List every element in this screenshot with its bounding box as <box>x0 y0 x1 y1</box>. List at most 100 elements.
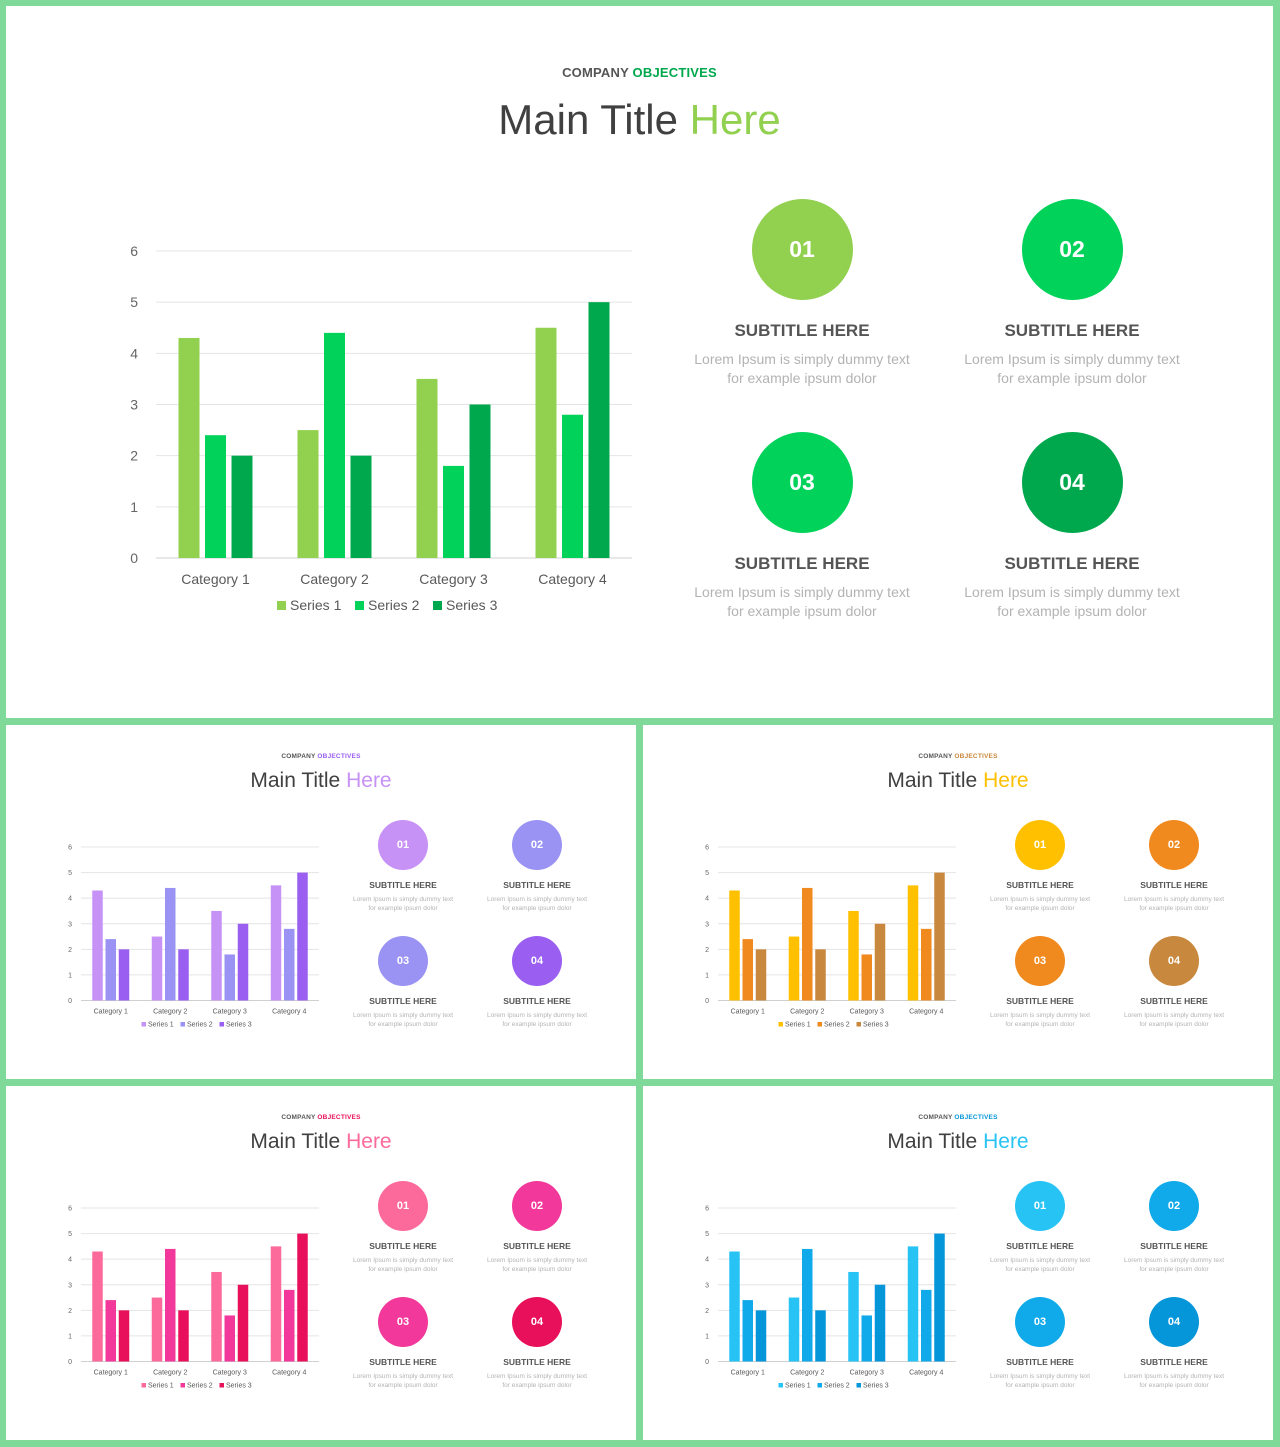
desc-03-line1: Lorem Ipsum is simply dummy text <box>989 1012 1091 1019</box>
y-tick-label: 1 <box>68 972 72 979</box>
kicker-highlight: OBJECTIVES <box>954 753 998 760</box>
desc-02-line2: for example ipsum dolor <box>997 370 1147 386</box>
desc-04-line1: Lorem Ipsum is simply dummy text <box>1123 1012 1225 1019</box>
bar-chart: 0 1 2 3 4 5 6 Category 1 Category 2 Category 3 Cat… <box>61 1198 321 1396</box>
objective-item-01: 01 SUBTITLE HERE Lorem Ipsum is simply dum… <box>343 820 463 913</box>
slide-orange: COMPANY OBJECTIVES Main Title Here 0 1 2 3 4 5 6… <box>643 725 1273 1079</box>
desc-02-line2: for example ipsum dolor <box>502 905 572 912</box>
subtitle-03: SUBTITLE HERE <box>1006 1357 1074 1367</box>
x-category-label: Category 3 <box>850 1009 884 1016</box>
bar-series-3-category-4 <box>588 302 610 558</box>
legend-swatch <box>141 1022 146 1027</box>
main-title: Main Title Here <box>643 1130 1273 1154</box>
bar-series-2-category-1 <box>105 939 116 1001</box>
objective-item-01: 01 SUBTITLE HERE Lorem Ipsum is simply d… <box>667 199 937 388</box>
y-tick-label: 3 <box>705 1282 709 1289</box>
bar-series-1-category-2 <box>151 936 163 1001</box>
main-title-text: Main Title <box>887 1130 978 1153</box>
bar-series-2-category-4 <box>284 928 295 1001</box>
kicker-highlight: OBJECTIVES <box>954 1114 998 1121</box>
bar-series-1-category-4 <box>907 1246 919 1362</box>
bar-series-3-category-4 <box>934 872 945 1001</box>
bar-series-1-category-4 <box>907 885 919 1001</box>
bar-series-2-category-3 <box>861 954 872 1001</box>
desc-02-line1: Lorem Ipsum is simply dummy text <box>486 1257 588 1264</box>
number-04: 04 <box>530 1316 544 1328</box>
number-01: 01 <box>789 236 815 262</box>
y-tick-label: 5 <box>68 870 72 877</box>
subtitle-03: SUBTITLE HERE <box>734 554 870 573</box>
x-category-label: Category 1 <box>731 1370 765 1377</box>
number-02: 02 <box>530 1200 544 1212</box>
desc-03-line2: for example ipsum dolor <box>368 1382 438 1389</box>
subtitle-03: SUBTITLE HERE <box>369 996 437 1006</box>
x-category-label: Category 1 <box>731 1009 765 1016</box>
bar-series-1-category-3 <box>211 910 222 1001</box>
objective-item-04: 04 SUBTITLE HERE Lorem Ipsum is simply dum… <box>1114 936 1234 1029</box>
subtitle-02: SUBTITLE HERE <box>503 880 571 890</box>
objective-item-01: 01 SUBTITLE HERE Lorem Ipsum is simply dum… <box>343 1181 463 1274</box>
y-tick-label: 6 <box>705 845 709 852</box>
legend-label: Series 1 <box>785 1383 811 1390</box>
number-circle-01: 01 <box>1015 820 1065 870</box>
y-tick-label: 1 <box>68 1333 72 1340</box>
x-category-label: Category 1 <box>94 1009 128 1016</box>
desc-04-line2: for example ipsum dolor <box>502 1382 572 1389</box>
bar-series-2-category-1 <box>105 1300 116 1362</box>
bar-series-3-category-3 <box>469 404 491 558</box>
y-tick-label: 6 <box>705 1206 709 1213</box>
y-tick-label: 4 <box>705 896 709 903</box>
bar-series-1-category-3 <box>848 910 859 1001</box>
subtitle-01: SUBTITLE HERE <box>369 1241 437 1251</box>
bar-series-2-category-3 <box>861 1315 872 1362</box>
bar-chart-svg: 0 1 2 3 4 5 6 Category 1 Category 2 Category 3 Cat… <box>68 845 319 1029</box>
number-circle-04: 04 <box>512 1297 562 1347</box>
bar-series-3-category-1 <box>755 1310 767 1362</box>
number-circle-03: 03 <box>378 936 428 986</box>
number-03: 03 <box>1033 955 1047 967</box>
desc-01-line1: Lorem Ipsum is simply dummy text <box>694 351 910 367</box>
slide-blue: COMPANY OBJECTIVES Main Title Here 0 1 2 3 4 5 6… <box>643 1086 1273 1440</box>
number-02: 02 <box>1167 1200 1181 1212</box>
objective-item-04: 04 SUBTITLE HERE Lorem Ipsum is simply d… <box>937 432 1207 621</box>
objective-item-02: 02 SUBTITLE HERE Lorem Ipsum is simply dum… <box>477 820 597 913</box>
main-title-highlight: Here <box>983 769 1029 792</box>
y-tick-label: 4 <box>68 1257 72 1264</box>
legend-swatch <box>180 1383 185 1388</box>
bar-series-3-category-4 <box>297 1233 308 1362</box>
legend-label: Series 3 <box>863 1022 889 1029</box>
subtitle-02: SUBTITLE HERE <box>1140 1241 1208 1251</box>
y-tick-label: 5 <box>705 870 709 877</box>
x-category-label: Category 2 <box>300 571 369 587</box>
desc-02-line1: Lorem Ipsum is simply dummy text <box>1123 1257 1225 1264</box>
y-tick-label: 5 <box>130 294 138 310</box>
number-01: 01 <box>396 839 410 851</box>
subtitle-04: SUBTITLE HERE <box>1004 554 1140 573</box>
bar-series-2-category-1 <box>205 435 226 558</box>
legend-swatch <box>180 1022 185 1027</box>
y-tick-label: 3 <box>130 397 138 413</box>
main-title-text: Main Title <box>498 96 678 143</box>
bar-chart-svg: 0 1 2 3 4 5 6 Category 1 Category 2 Category 3 Cat… <box>705 1206 956 1390</box>
number-circle-02: 02 <box>512 1181 562 1231</box>
desc-01-line1: Lorem Ipsum is simply dummy text <box>989 1257 1091 1264</box>
bar-series-2-category-3 <box>224 1315 235 1362</box>
slide-purple: COMPANY OBJECTIVES Main Title Here 0 1 2 3 4 5 6… <box>6 725 636 1079</box>
main-title-text: Main Title <box>250 769 341 792</box>
legend-label: Series 2 <box>824 1383 850 1390</box>
desc-03-line1: Lorem Ipsum is simply dummy text <box>352 1012 454 1019</box>
y-tick-label: 0 <box>68 1359 72 1366</box>
number-circle-03: 03 <box>378 1297 428 1347</box>
y-tick-label: 3 <box>68 1282 72 1289</box>
legend-label: Series 2 <box>187 1022 213 1029</box>
desc-03-line2: for example ipsum dolor <box>368 1021 438 1028</box>
bar-series-2-category-2 <box>165 1248 176 1362</box>
legend-label: Series 3 <box>446 597 498 613</box>
subtitle-03: SUBTITLE HERE <box>369 1357 437 1367</box>
bar-series-3-category-2 <box>178 1310 189 1362</box>
x-category-label: Category 4 <box>272 1009 306 1016</box>
legend-swatch <box>856 1383 861 1388</box>
desc-04-line1: Lorem Ipsum is simply dummy text <box>964 584 1180 600</box>
number-03: 03 <box>789 469 815 495</box>
bar-series-3-category-2 <box>815 949 826 1001</box>
